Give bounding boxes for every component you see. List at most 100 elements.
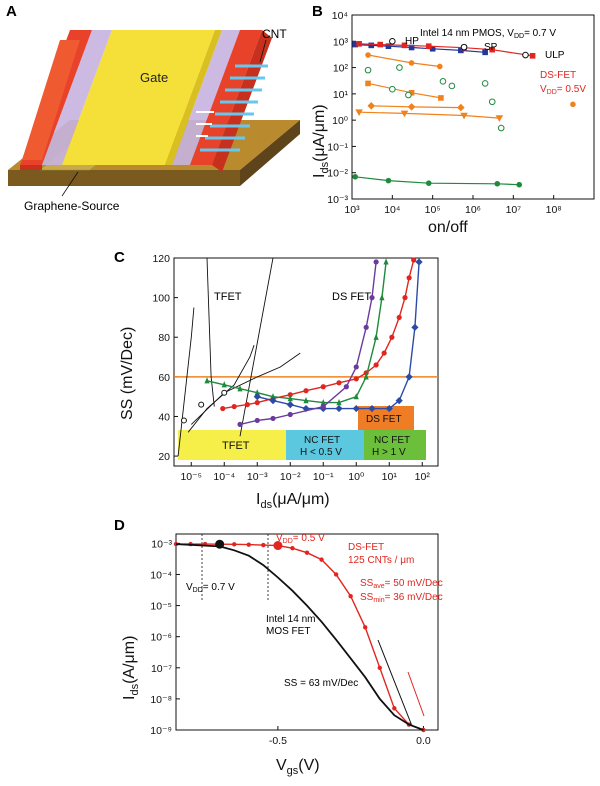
panel-c-point xyxy=(373,362,379,368)
ssmin-label: SSmin= 36 mV/Dec xyxy=(360,592,443,604)
panel-c-point xyxy=(402,295,408,301)
ncfet-low-label-2: H < 0.5 V xyxy=(300,447,342,458)
gate-edge xyxy=(165,30,222,165)
panel-c-point xyxy=(411,323,419,331)
panel-b-ytick-label: 10⁻³ xyxy=(327,194,348,206)
panel-c-point xyxy=(381,350,387,356)
panel-b-point xyxy=(377,41,383,48)
panel-b-point xyxy=(425,180,432,186)
panel-b-series-line xyxy=(371,105,461,109)
panel-d-letter: D xyxy=(114,517,125,534)
panel-b-point xyxy=(401,42,408,49)
vdd05-label: VDD= 0.5 V xyxy=(276,533,325,545)
panel-b-point xyxy=(365,52,371,58)
gate-block xyxy=(62,30,215,165)
panel-b-point xyxy=(497,124,505,132)
tfet-box-label: TFET xyxy=(222,440,250,452)
panel-c-series-line xyxy=(239,261,377,426)
panel-c-xtick-label: 10⁻² xyxy=(280,471,301,483)
panel-b-point xyxy=(408,60,415,66)
panel-b-xtick-label: 10⁵ xyxy=(425,204,441,216)
ssmin-slope-line xyxy=(407,671,425,717)
tfet-literature-curves xyxy=(177,257,301,457)
panel-c-point xyxy=(287,395,293,402)
panel-c-series-line xyxy=(257,261,420,410)
panel-d-point xyxy=(319,557,324,562)
panel-d-point xyxy=(304,550,310,555)
ncfet-high-label-1: NC FET xyxy=(374,435,410,446)
dsfet-label-b: DS-FET xyxy=(540,70,576,81)
panel-c-point xyxy=(379,294,385,301)
tfet-point xyxy=(198,401,205,408)
panel-c-range-boxes: TFET NC FET H < 0.5 V NC FET H > 1 V DS … xyxy=(178,406,426,460)
panel-b-series-line xyxy=(367,54,440,68)
panel-b-point xyxy=(396,64,403,71)
substrate-front xyxy=(8,170,240,186)
panel-b-point xyxy=(457,103,465,112)
cnt-label: CNT xyxy=(262,27,287,41)
panel-b-point xyxy=(460,112,468,120)
panel-c-point xyxy=(406,275,412,281)
panel-b-point xyxy=(436,63,443,70)
panel-c-point xyxy=(353,393,359,400)
panel-d-ticks: 10⁻³ 10⁻⁴ 10⁻⁵ 10⁻⁶ 10⁻⁷ 10⁻⁸ 10⁻⁹ -0.5 0.0 xyxy=(150,538,431,747)
panel-b-xlabel: on/off xyxy=(428,219,468,236)
panel-c-point xyxy=(320,399,326,406)
panel-d-point xyxy=(173,541,179,547)
vdd05-operating-point xyxy=(273,541,283,551)
panel-c-point xyxy=(373,259,379,265)
panel-c-point xyxy=(287,392,293,398)
panel-c-point xyxy=(389,334,395,340)
left-contact-base xyxy=(20,165,42,170)
panel-b-point xyxy=(408,89,415,96)
panel-d-point xyxy=(377,665,382,670)
panel-b-point xyxy=(408,44,415,51)
panel-c-point xyxy=(221,381,227,388)
panel-c-point xyxy=(352,404,360,413)
panel-c-point xyxy=(270,393,276,400)
left-spacer xyxy=(42,30,112,165)
right-contact xyxy=(190,30,262,165)
panel-b-point xyxy=(438,95,444,101)
panel-d-ytick-label: 10⁻³ xyxy=(151,538,172,550)
panel-c-point xyxy=(353,364,359,370)
panel-c-point xyxy=(270,415,276,422)
panel-d-series-line xyxy=(175,543,424,731)
panel-c-point xyxy=(254,417,260,424)
panel-b-point xyxy=(522,51,529,59)
ss63-label: SS = 63 mV/Dec xyxy=(284,678,358,689)
panel-a: A Gate xyxy=(6,3,300,213)
panel-b-point xyxy=(355,109,363,117)
cnt-array xyxy=(196,64,268,152)
panel-d-point xyxy=(261,542,266,548)
panel-b-point xyxy=(389,85,396,93)
cnt-pointer xyxy=(259,39,267,63)
gate-label: Gate xyxy=(140,70,168,85)
panel-b-marks xyxy=(352,37,576,188)
tfet-trace xyxy=(187,345,255,433)
panel-c-xtick-label: 10² xyxy=(415,471,431,483)
panel-c-point xyxy=(303,397,309,404)
panel-b-ytick-label: 10⁻² xyxy=(327,168,348,180)
dsfet-label-d: DS-FET xyxy=(348,542,384,553)
panel-c-point xyxy=(405,373,413,381)
panel-b-point xyxy=(400,110,409,118)
panel-c-point xyxy=(244,401,250,408)
sp-label: SP xyxy=(484,42,498,53)
panel-b-ytick-label: 10¹ xyxy=(333,89,349,101)
panel-b-point xyxy=(389,37,396,45)
ss63-slope-line xyxy=(377,639,413,727)
panel-c-point xyxy=(411,257,417,263)
panel-b: B 10³ 10⁴ 10⁵ 10⁶ 10⁷ 10⁸10⁴10³10²10¹10⁰10⁻¹1… xyxy=(311,3,595,236)
panel-b-ticks: 10³ 10⁴ 10⁵ 10⁶ 10⁷ 10⁸ 10⁴ 10³ 10² 10¹ 10⁰ 10⁻¹ 10⁻… xyxy=(327,10,561,216)
panel-d-xlabel: Vgs(V) xyxy=(276,757,320,777)
panel-d-point xyxy=(392,706,397,711)
right-spacer xyxy=(172,30,240,165)
panel-b-point xyxy=(425,43,432,50)
panel-c-point xyxy=(383,258,389,265)
panel-d-frame xyxy=(175,533,439,731)
tfet-label: TFET xyxy=(214,291,242,303)
panel-b-point xyxy=(368,42,375,49)
panel-b-xtick-label: 10⁶ xyxy=(465,204,481,216)
panel-d-ytick-label: 10⁻⁵ xyxy=(150,601,172,613)
